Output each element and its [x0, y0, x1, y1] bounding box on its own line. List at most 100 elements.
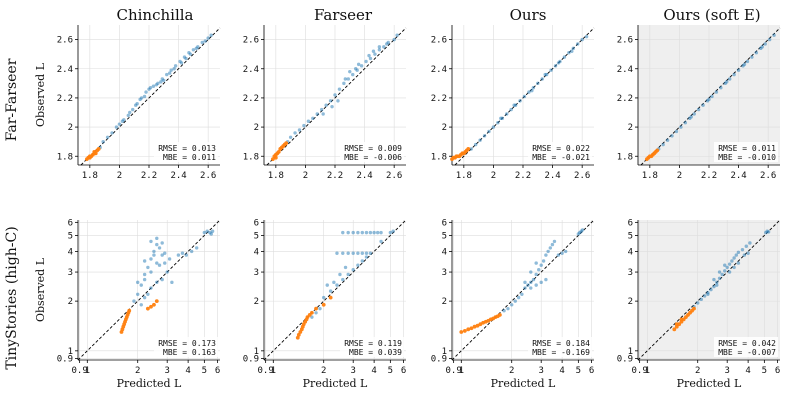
y-tick-label: 3	[68, 268, 73, 278]
data-point-blue	[328, 99, 333, 103]
y-tick-label: 0.9	[431, 354, 447, 364]
data-point-orange	[672, 327, 677, 332]
x-tick-label: 4	[559, 366, 564, 376]
scatter-panel: 1.8 2 2.2 2.4 2.6 1.8 2 2.2 2.4 2.6 RMSE = 0.022MB…	[431, 25, 595, 181]
data-point-blue	[539, 280, 543, 285]
x-tick-label: 2	[135, 366, 140, 376]
data-point-blue	[580, 228, 585, 232]
data-point-blue	[367, 53, 371, 58]
x-tick-label: 1.8	[642, 171, 658, 181]
data-point-blue	[546, 249, 550, 254]
data-point-blue	[732, 265, 736, 270]
column-titles: Chinchilla Farseer Ours Ours (soft E)	[117, 6, 761, 24]
x-tick-label: 2.6	[574, 171, 590, 181]
mbe-label: MBE = -0.007	[718, 348, 776, 357]
data-point-blue	[696, 301, 700, 305]
x-axis-label: Predicted L	[303, 377, 368, 390]
data-point-blue	[552, 239, 557, 244]
y-tick-label: 1	[628, 347, 633, 357]
identity-line	[637, 219, 781, 361]
x-tick-label: 0.9	[446, 366, 462, 376]
x-axis-label: Predicted L	[117, 377, 182, 390]
y-tick-label: 2	[68, 123, 73, 133]
y-tick-label: 2	[442, 123, 447, 133]
data-point-blue	[487, 129, 491, 134]
data-point-blue	[311, 116, 315, 121]
data-point-blue	[325, 283, 329, 287]
x-tick-label: 2	[117, 171, 122, 181]
y-tick-label: 2.2	[431, 94, 447, 104]
y-tick-label: 1.8	[57, 152, 73, 162]
data-point-blue	[142, 277, 147, 282]
data-point-blue	[510, 303, 514, 307]
y-tick-label: 1.8	[431, 152, 447, 162]
data-point-blue	[168, 71, 172, 75]
data-point-blue	[534, 283, 538, 287]
data-point-blue	[319, 107, 324, 112]
row-title: TinyStories (high-C)	[4, 226, 20, 369]
data-point-blue	[696, 107, 701, 112]
data-point-blue	[368, 251, 373, 255]
data-point-blue	[148, 86, 153, 90]
data-point-blue	[478, 138, 482, 142]
y-tick-label: 0.9	[57, 354, 73, 364]
data-point-blue	[128, 110, 132, 115]
data-point-blue	[338, 272, 342, 277]
data-point-orange	[475, 323, 480, 328]
y-tick-label: 1	[254, 347, 259, 357]
data-point-orange	[321, 302, 326, 307]
data-point-orange	[295, 335, 300, 340]
x-tick-label: 5	[576, 366, 581, 376]
data-point-blue	[571, 46, 575, 51]
data-point-orange	[462, 329, 467, 333]
data-point-blue	[766, 230, 771, 234]
data-point-blue	[297, 128, 302, 132]
x-tick-label: 4	[185, 366, 190, 376]
data-point-blue	[332, 280, 336, 285]
data-point-orange	[96, 147, 101, 151]
data-point-blue	[513, 299, 517, 303]
data-point-blue	[315, 112, 319, 116]
data-point-blue	[520, 292, 524, 296]
data-point-blue	[341, 251, 345, 255]
data-point-orange	[127, 308, 132, 313]
data-point-orange	[152, 302, 156, 307]
x-tick-label: 2.4	[356, 171, 372, 181]
x-tick-label: 1.8	[456, 171, 472, 181]
data-point-blue	[209, 33, 213, 37]
data-point-blue	[165, 72, 169, 77]
mbe-label: MBE = -0.169	[532, 348, 590, 357]
mbe-label: MBE = -0.006	[344, 153, 402, 162]
y-tick-label: 1	[68, 347, 73, 357]
data-point-blue	[509, 107, 513, 112]
data-point-blue	[101, 139, 105, 144]
column-title: Ours	[510, 6, 547, 24]
data-point-orange	[459, 330, 464, 334]
data-point-blue	[543, 72, 547, 77]
data-point-blue	[531, 277, 536, 282]
data-point-blue	[516, 295, 521, 300]
data-point-blue	[205, 229, 209, 233]
data-point-blue	[364, 255, 369, 259]
data-point-orange	[692, 306, 696, 311]
x-tick-label: 6	[589, 366, 594, 376]
x-tick-label: 1.8	[268, 171, 284, 181]
data-point-blue	[188, 52, 193, 56]
data-point-blue	[371, 49, 376, 53]
data-point-blue	[163, 261, 167, 265]
data-point-blue	[306, 119, 311, 123]
data-point-blue	[110, 131, 114, 135]
data-point-blue	[763, 42, 767, 46]
x-tick-label: 3	[350, 366, 355, 376]
data-point-blue	[767, 37, 772, 42]
data-point-blue	[359, 64, 364, 68]
data-point-blue	[372, 230, 376, 235]
data-point-blue	[744, 244, 748, 248]
x-tick-label: 6	[401, 366, 406, 376]
y-tick-label: 2	[628, 123, 633, 133]
y-tick-label: 6	[628, 218, 633, 228]
y-axis-label: Observed L	[34, 62, 47, 127]
data-point-blue	[155, 242, 159, 247]
x-tick-label: 6	[775, 366, 780, 376]
